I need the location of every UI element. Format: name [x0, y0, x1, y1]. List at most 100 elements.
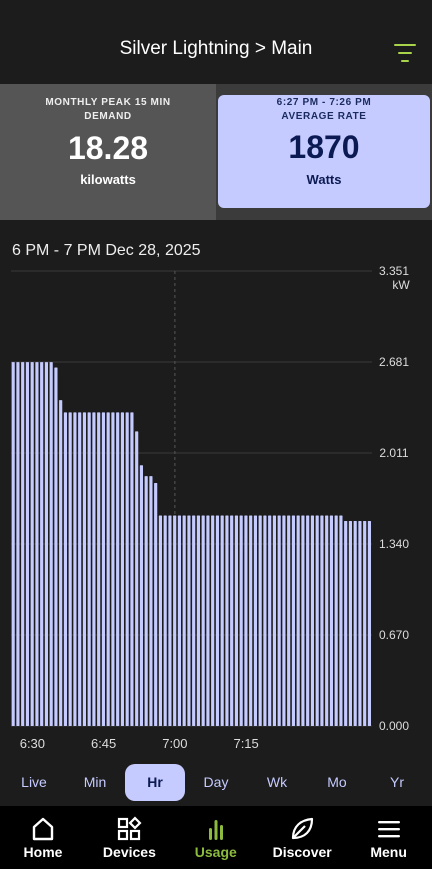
- chart-bar[interactable]: [144, 476, 148, 726]
- nav-usage[interactable]: Usage: [173, 806, 259, 869]
- chart-bar[interactable]: [35, 362, 39, 726]
- chart-bar[interactable]: [249, 515, 253, 726]
- chart-bar[interactable]: [220, 515, 224, 726]
- chart-bar[interactable]: [310, 515, 314, 726]
- chart-bar[interactable]: [253, 515, 257, 726]
- y-tick-label: 2.681: [379, 355, 409, 369]
- chart-bar[interactable]: [87, 412, 91, 726]
- chart-bar[interactable]: [367, 520, 371, 726]
- period-tab-live[interactable]: Live: [21, 774, 47, 790]
- chart-bar[interactable]: [111, 412, 115, 726]
- nav-home[interactable]: Home: [0, 806, 86, 869]
- chart-bar[interactable]: [334, 515, 338, 726]
- chart-bar[interactable]: [196, 515, 200, 726]
- chart-bar[interactable]: [291, 515, 295, 726]
- chart-bar[interactable]: [320, 515, 324, 726]
- chart-bar[interactable]: [54, 367, 58, 726]
- chart-bar[interactable]: [339, 515, 343, 726]
- period-tab-mo[interactable]: Mo: [327, 774, 347, 790]
- average-rate-card[interactable]: 6:27 PM - 7:26 PM AVERAGE RATE 1870 Watt…: [218, 95, 430, 208]
- app-header: Silver Lightning > Main: [0, 0, 432, 84]
- period-tab-min[interactable]: Min: [83, 774, 107, 790]
- y-unit-label: kW: [392, 278, 410, 292]
- chart-bar[interactable]: [225, 515, 229, 726]
- chart-bar[interactable]: [230, 515, 234, 726]
- stats-panel: MONTHLY PEAK 15 MIN DEMAND 18.28 kilowat…: [0, 84, 432, 220]
- chart-bar[interactable]: [78, 412, 82, 726]
- chart-bar[interactable]: [139, 465, 143, 726]
- chart-bar[interactable]: [287, 515, 291, 726]
- chart-bar[interactable]: [206, 515, 210, 726]
- x-tick-label: 6:30: [20, 736, 45, 751]
- chart-bar[interactable]: [120, 412, 124, 726]
- chart-bar[interactable]: [348, 520, 352, 726]
- chart-bar[interactable]: [277, 515, 281, 726]
- chart-bar[interactable]: [234, 515, 238, 726]
- chart-bar[interactable]: [315, 515, 319, 726]
- chart-bar[interactable]: [244, 515, 248, 726]
- chart-bar[interactable]: [353, 520, 357, 726]
- chart-bar[interactable]: [173, 515, 177, 726]
- chart-bar[interactable]: [73, 412, 77, 726]
- chart-bar[interactable]: [239, 515, 243, 726]
- chart-bar[interactable]: [82, 412, 86, 726]
- chart-bar[interactable]: [63, 412, 67, 726]
- chart-bar[interactable]: [358, 520, 362, 726]
- chart-bar[interactable]: [16, 362, 20, 726]
- period-tab-yr[interactable]: Yr: [390, 774, 404, 790]
- chart-bar[interactable]: [268, 515, 272, 726]
- devices-icon: [114, 816, 144, 842]
- chart-bar[interactable]: [306, 515, 310, 726]
- chart-bar[interactable]: [92, 412, 96, 726]
- chart-bar[interactable]: [59, 400, 63, 726]
- nav-devices[interactable]: Devices: [86, 806, 172, 869]
- chart-bar[interactable]: [258, 515, 262, 726]
- chart-bar[interactable]: [25, 362, 29, 726]
- chart-bar[interactable]: [68, 412, 72, 726]
- monthly-peak-card[interactable]: MONTHLY PEAK 15 MIN DEMAND 18.28 kilowat…: [0, 84, 216, 220]
- chart-bar[interactable]: [301, 515, 305, 726]
- chart-bar[interactable]: [97, 412, 101, 726]
- chart-bar[interactable]: [125, 412, 129, 726]
- usage-chart[interactable]: 3.351 2.681 2.011 1.340 0.670 0.000 kW 6:30 6:45…: [0, 260, 432, 760]
- chart-bar[interactable]: [154, 482, 158, 726]
- chart-bar[interactable]: [187, 515, 191, 726]
- chart-bar[interactable]: [149, 476, 153, 726]
- chart-bar[interactable]: [282, 515, 286, 726]
- chart-bar[interactable]: [201, 515, 205, 726]
- chart-bar[interactable]: [130, 412, 134, 726]
- monthly-peak-caption: MONTHLY PEAK 15 MIN DEMAND: [45, 97, 171, 122]
- chart-bar[interactable]: [40, 362, 44, 726]
- chart-range-label: 6 PM - 7 PM Dec 28, 2025: [12, 242, 201, 259]
- chart-bar[interactable]: [215, 515, 219, 726]
- chart-bar[interactable]: [116, 412, 120, 726]
- chart-bar[interactable]: [363, 520, 367, 726]
- chart-bar[interactable]: [135, 431, 139, 726]
- chart-bar[interactable]: [272, 515, 276, 726]
- chart-bar[interactable]: [325, 515, 329, 726]
- chart-bar[interactable]: [163, 515, 167, 726]
- chart-bar[interactable]: [192, 515, 196, 726]
- chart-bar[interactable]: [168, 515, 172, 726]
- chart-bar[interactable]: [30, 362, 34, 726]
- chart-bar[interactable]: [329, 515, 333, 726]
- chart-bar[interactable]: [296, 515, 300, 726]
- chart-bar[interactable]: [44, 362, 48, 726]
- chart-bar[interactable]: [21, 362, 25, 726]
- period-tab-wk[interactable]: Wk: [266, 774, 288, 790]
- chart-bar[interactable]: [182, 515, 186, 726]
- chart-bar[interactable]: [177, 515, 181, 726]
- chart-bar[interactable]: [344, 520, 348, 726]
- chart-bar[interactable]: [49, 362, 53, 726]
- period-tab-hr[interactable]: Hr: [125, 764, 185, 801]
- chart-bar[interactable]: [263, 515, 267, 726]
- chart-bar[interactable]: [158, 515, 162, 726]
- nav-discover[interactable]: Discover: [259, 806, 345, 869]
- chart-bar[interactable]: [106, 412, 110, 726]
- chart-bar[interactable]: [11, 362, 15, 726]
- filter-icon[interactable]: [390, 40, 418, 66]
- period-tab-day[interactable]: Day: [203, 774, 229, 790]
- chart-bar[interactable]: [101, 412, 105, 726]
- nav-menu[interactable]: Menu: [346, 806, 432, 869]
- chart-bar[interactable]: [211, 515, 215, 726]
